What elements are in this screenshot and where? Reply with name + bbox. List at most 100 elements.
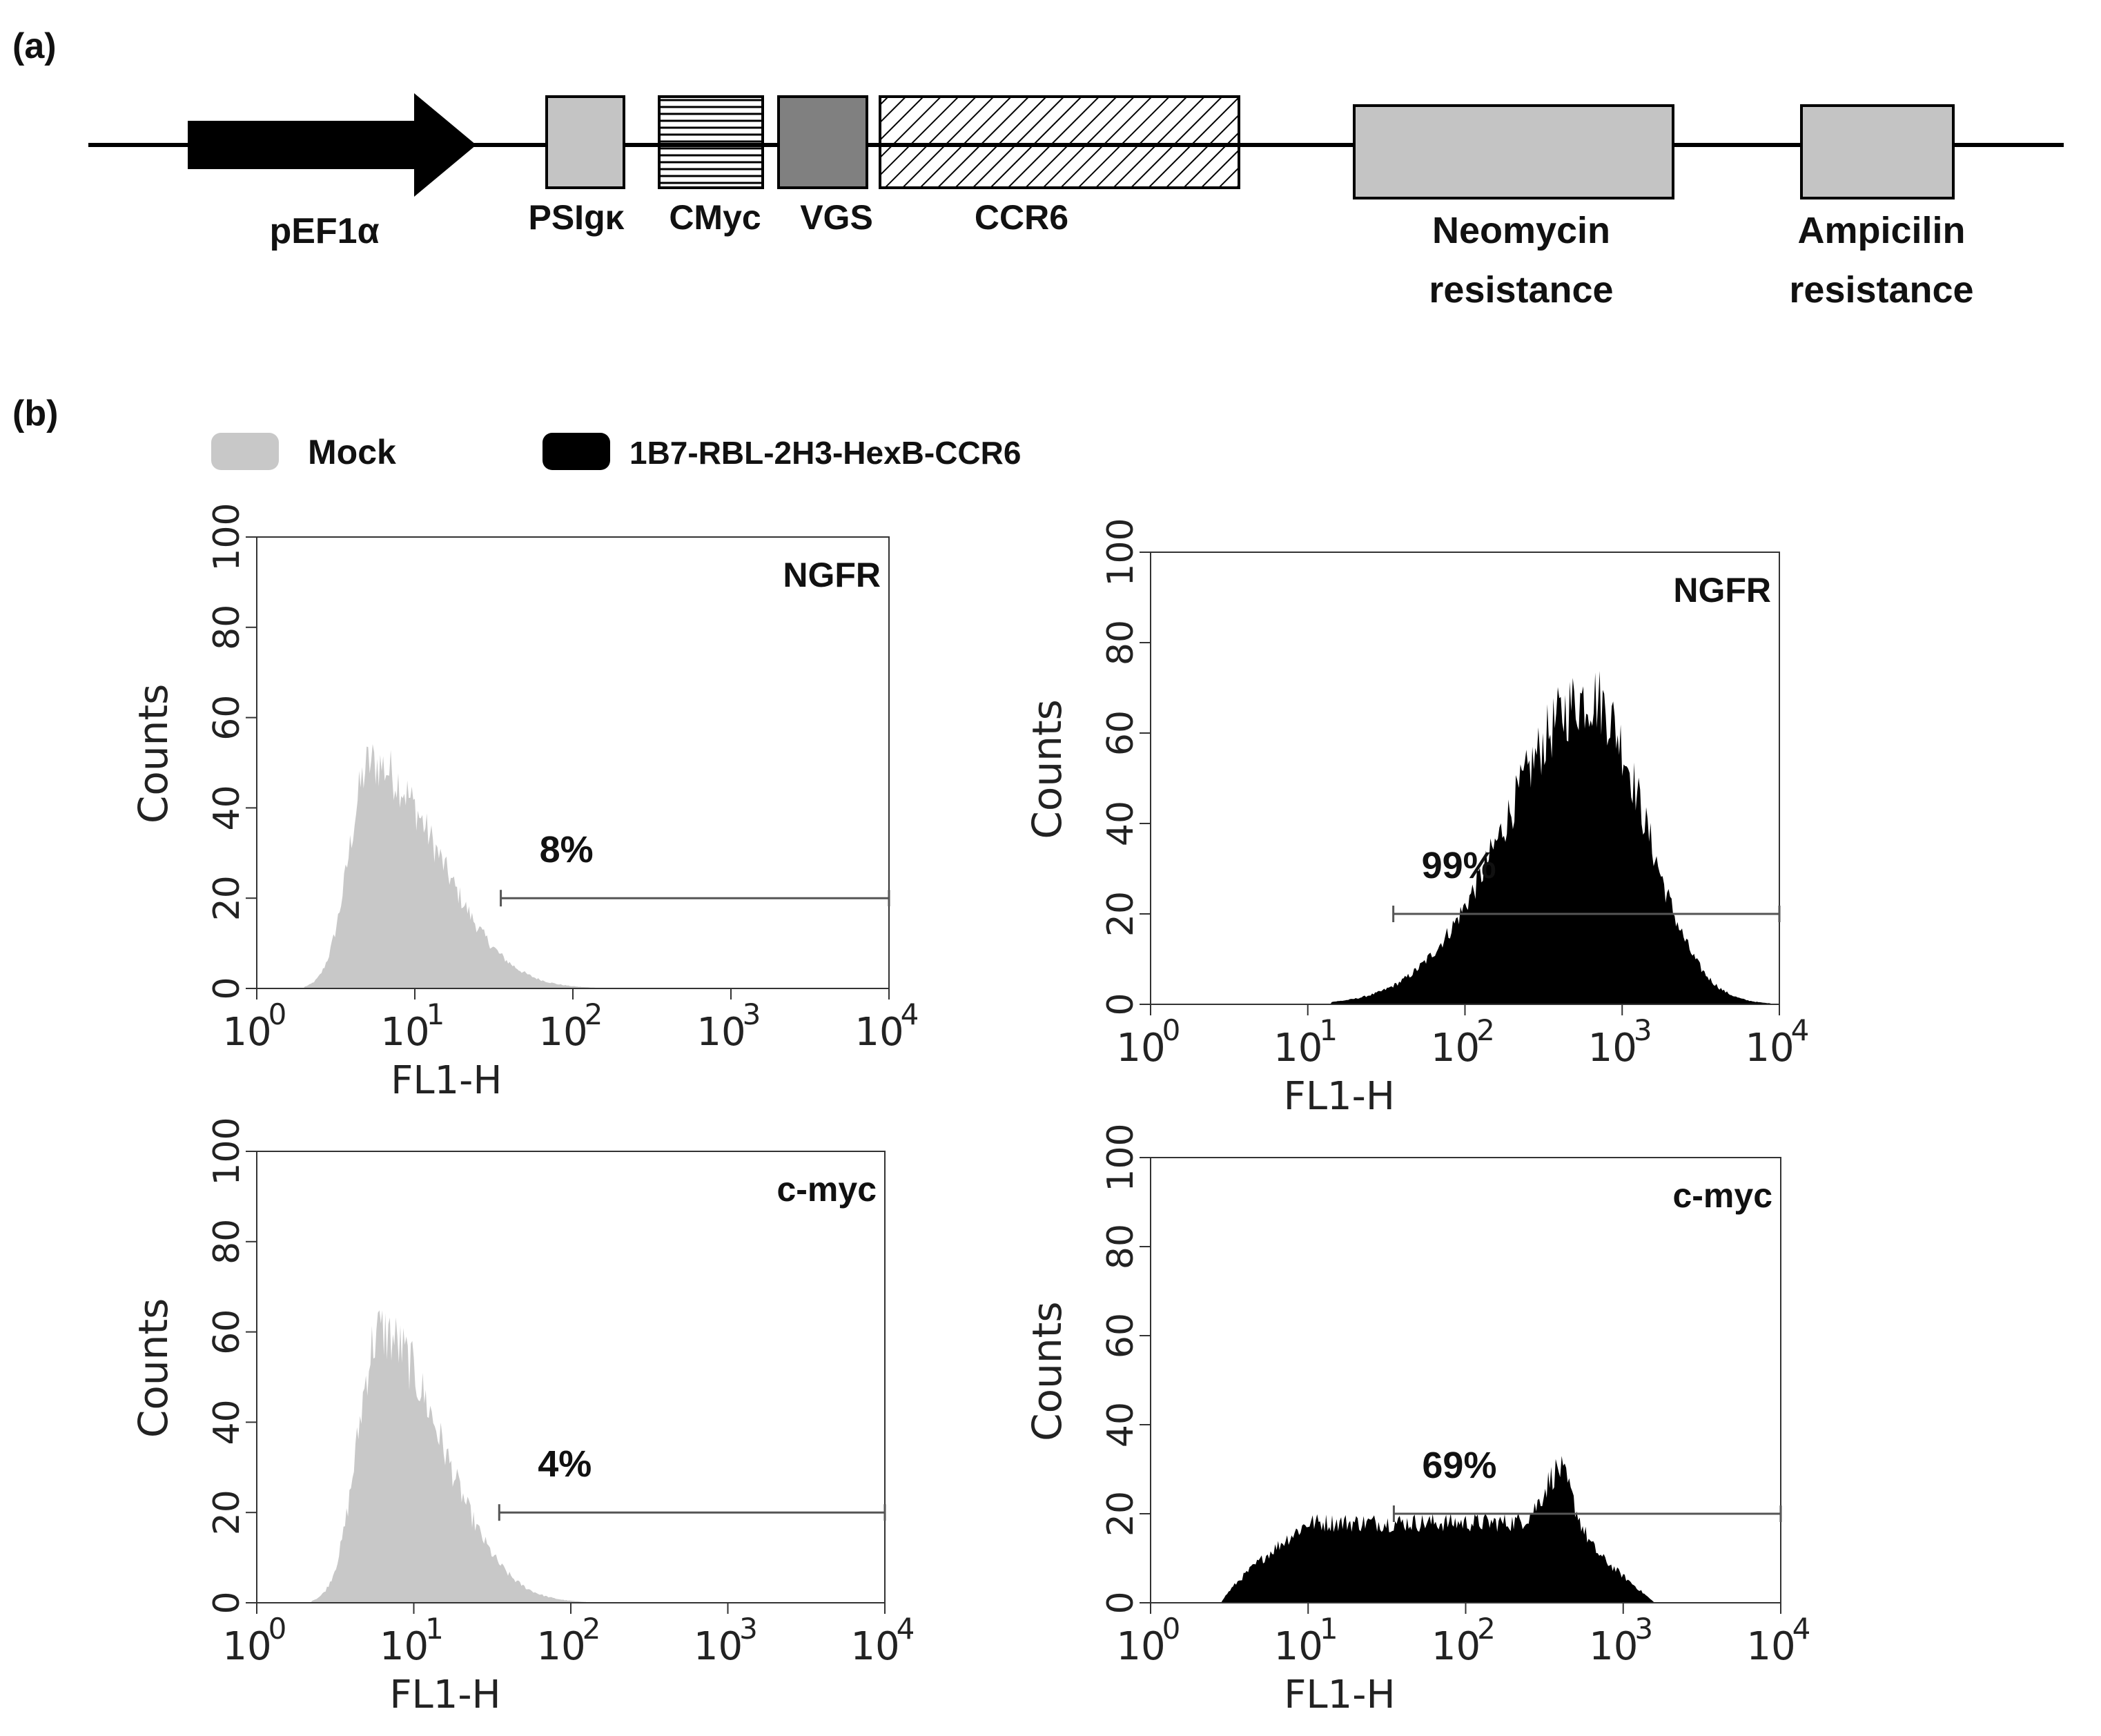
ccr6-label: CCR6 xyxy=(975,198,1068,237)
psigk-box xyxy=(545,95,625,189)
x-tick-exponent: 0 xyxy=(1162,1612,1181,1646)
x-tick-label: 10 xyxy=(850,1624,899,1669)
marker-label: c-myc xyxy=(776,1170,877,1209)
neomycin-label-1: Neomycin xyxy=(1432,210,1610,251)
marker-label: c-myc xyxy=(1672,1176,1772,1215)
legend-mock-label: Mock xyxy=(308,433,396,471)
x-tick-label: 10 xyxy=(222,1624,271,1669)
cmyc-label: CMyc xyxy=(669,198,761,237)
x-axis-title: FL1-H xyxy=(389,1672,500,1717)
x-tick-label: 10 xyxy=(1746,1624,1795,1669)
x-tick-exponent: 3 xyxy=(1634,1612,1653,1646)
vgs-box xyxy=(777,95,868,189)
y-tick-label: 100 xyxy=(1100,518,1142,586)
x-tick-exponent: 4 xyxy=(897,1612,915,1646)
y-tick-label: 20 xyxy=(1100,1491,1142,1537)
x-tick-exponent: 4 xyxy=(901,997,919,1031)
marker-label: NGFR xyxy=(1673,571,1771,609)
histogram-area xyxy=(257,1310,885,1603)
vgs-label: VGS xyxy=(800,198,873,237)
neomycin-box xyxy=(1353,104,1674,199)
y-tick-label: 100 xyxy=(206,1117,248,1185)
y-tick-label: 60 xyxy=(1100,710,1142,756)
x-tick-label: 10 xyxy=(380,1624,429,1669)
cmyc-box xyxy=(658,95,764,189)
y-tick-label: 80 xyxy=(206,1219,248,1265)
x-axis-title: FL1-H xyxy=(391,1058,502,1103)
y-tick-label: 100 xyxy=(206,503,248,571)
panel-b-label: (b) xyxy=(12,393,58,433)
promoter-arrow xyxy=(188,93,476,197)
x-tick-exponent: 0 xyxy=(1162,1013,1181,1047)
y-tick-label: 20 xyxy=(1100,891,1142,937)
x-axis-title: FL1-H xyxy=(1284,1074,1395,1119)
y-tick-label: 100 xyxy=(1100,1123,1142,1191)
y-tick-label: 0 xyxy=(206,977,248,999)
y-tick-label: 60 xyxy=(1100,1313,1142,1358)
x-tick-label: 10 xyxy=(536,1624,585,1669)
x-tick-label: 10 xyxy=(696,1010,745,1055)
y-tick-label: 80 xyxy=(206,605,248,650)
x-tick-label: 10 xyxy=(1745,1026,1794,1071)
x-tick-exponent: 2 xyxy=(1477,1612,1496,1646)
y-tick-label: 0 xyxy=(206,1591,248,1614)
y-tick-label: 40 xyxy=(206,1399,248,1445)
neomycin-label-2: resistance xyxy=(1429,269,1613,311)
x-tick-exponent: 4 xyxy=(1791,1013,1810,1047)
histogram-area xyxy=(1151,1456,1781,1603)
x-tick-label: 10 xyxy=(1588,1026,1637,1071)
y-axis-title: Counts xyxy=(1024,699,1071,839)
x-tick-exponent: 0 xyxy=(268,997,287,1031)
x-tick-exponent: 2 xyxy=(585,997,603,1031)
y-tick-label: 0 xyxy=(1100,1591,1142,1614)
x-tick-exponent: 4 xyxy=(1792,1612,1811,1646)
y-tick-label: 40 xyxy=(1100,1402,1142,1447)
x-tick-label: 10 xyxy=(1431,1624,1481,1669)
y-tick-label: 40 xyxy=(206,785,248,830)
y-tick-label: 20 xyxy=(206,875,248,921)
x-tick-exponent: 3 xyxy=(1634,1013,1652,1047)
y-tick-label: 20 xyxy=(206,1490,248,1535)
x-tick-label: 10 xyxy=(1274,1624,1323,1669)
y-tick-label: 80 xyxy=(1100,620,1142,665)
y-axis-title: Counts xyxy=(130,1298,177,1438)
gate-percent-label: 4% xyxy=(538,1443,592,1485)
x-tick-label: 10 xyxy=(538,1010,587,1055)
x-tick-label: 10 xyxy=(1431,1026,1480,1071)
x-tick-label: 10 xyxy=(694,1624,743,1669)
ampicilin-box xyxy=(1800,104,1955,199)
marker-label: NGFR xyxy=(783,556,881,594)
legend-ccr6-swatch xyxy=(543,433,610,470)
gate-percent-label: 69% xyxy=(1422,1445,1496,1486)
x-tick-exponent: 3 xyxy=(743,997,761,1031)
ccr6-box xyxy=(879,95,1240,189)
y-tick-label: 60 xyxy=(206,695,248,741)
x-tick-label: 10 xyxy=(1116,1026,1165,1071)
promoter-label: pEF1α xyxy=(269,211,379,251)
psigk-label: PSIgκ xyxy=(528,198,624,237)
gate-percent-label: 99% xyxy=(1422,845,1496,886)
x-tick-label: 10 xyxy=(854,1010,903,1055)
y-tick-label: 80 xyxy=(1100,1224,1142,1269)
ampicilin-label-1: Ampicilin xyxy=(1797,210,1965,251)
histogram-area xyxy=(257,744,889,988)
y-axis-title: Counts xyxy=(1024,1301,1071,1441)
construct-map: pEF1α PSIgκ CMyc VGS CCR6 Neomycin resis… xyxy=(88,93,2064,311)
x-tick-exponent: 3 xyxy=(739,1612,758,1646)
legend-ccr6-label: 1B7-RBL-2H3-HexB-CCR6 xyxy=(629,435,1021,471)
x-tick-exponent: 0 xyxy=(268,1612,287,1646)
y-tick-label: 0 xyxy=(1100,993,1142,1015)
panel-a-label: (a) xyxy=(12,26,57,66)
x-tick-label: 10 xyxy=(1116,1624,1165,1669)
x-tick-label: 10 xyxy=(222,1010,271,1055)
x-axis-title: FL1-H xyxy=(1284,1672,1395,1717)
x-tick-exponent: 1 xyxy=(1320,1612,1338,1646)
x-tick-exponent: 1 xyxy=(425,1612,444,1646)
ampicilin-label-2: resistance xyxy=(1789,269,1973,311)
